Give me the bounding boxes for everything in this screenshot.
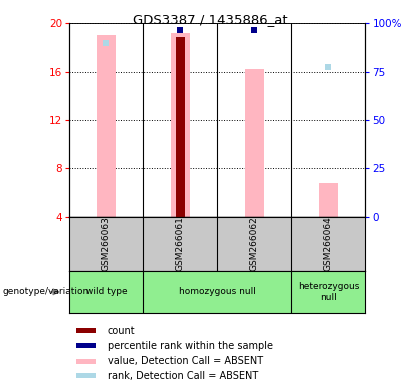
Text: wild type: wild type (86, 287, 127, 296)
Bar (176, 37, 185, 217)
Text: rank, Detection Call = ABSENT: rank, Detection Call = ABSENT (108, 371, 258, 381)
Text: GSM266064: GSM266064 (324, 217, 333, 271)
Text: count: count (108, 326, 136, 336)
Bar (76, 328, 96, 333)
Text: heterozygous
null: heterozygous null (298, 282, 359, 301)
Bar (76, 359, 96, 364)
Text: value, Detection Call = ABSENT: value, Detection Call = ABSENT (108, 356, 263, 366)
Bar (76, 343, 96, 348)
Text: homozygous null: homozygous null (179, 287, 256, 296)
Bar (97, 35, 116, 217)
Text: GSM266063: GSM266063 (102, 217, 111, 271)
Bar (245, 69, 264, 217)
Text: GSM266062: GSM266062 (250, 217, 259, 271)
Bar (171, 33, 189, 217)
Text: genotype/variation: genotype/variation (2, 287, 88, 296)
Text: percentile rank within the sample: percentile rank within the sample (108, 341, 273, 351)
Text: GDS3387 / 1435886_at: GDS3387 / 1435886_at (133, 13, 287, 26)
Bar (319, 183, 338, 217)
Text: GSM266061: GSM266061 (176, 217, 185, 271)
Bar (76, 373, 96, 378)
